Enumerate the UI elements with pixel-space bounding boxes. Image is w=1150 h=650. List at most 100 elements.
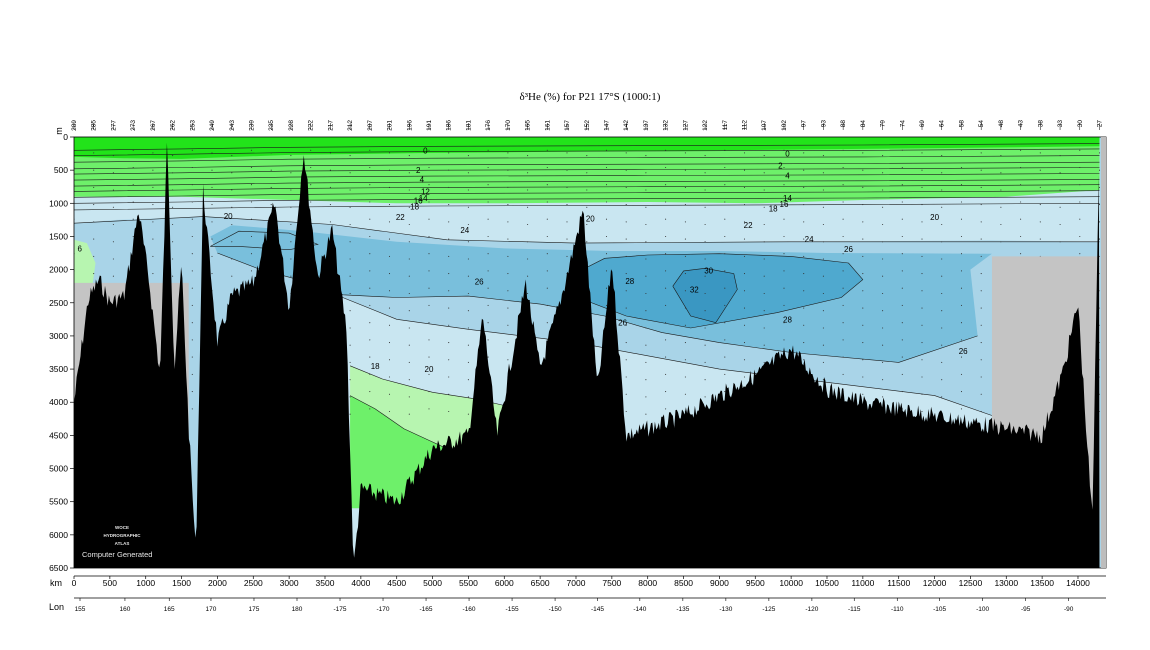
sample-dot	[665, 235, 667, 238]
sample-dot	[960, 166, 963, 169]
contour-label: 28	[625, 277, 634, 286]
contour-label: 26	[959, 347, 968, 356]
contour-label: 6	[77, 244, 82, 253]
sample-dot	[1000, 206, 1002, 208]
distance-tick-label: 2500	[244, 578, 263, 588]
sample-dot	[448, 393, 450, 395]
contour-label: 26	[324, 274, 333, 283]
sample-dot	[842, 235, 844, 238]
sample-dot	[665, 391, 667, 393]
sample-dot	[546, 218, 548, 220]
sample-dot	[290, 223, 292, 226]
depth-tick-label: 3500	[49, 364, 68, 374]
sample-dot	[822, 206, 824, 208]
sample-dot	[882, 206, 884, 208]
sample-dot	[290, 275, 292, 277]
surface-contour-line	[74, 184, 1100, 192]
sample-dot	[487, 184, 489, 186]
sample-dot	[625, 169, 627, 171]
sample-dot	[743, 255, 746, 257]
sample-dot	[980, 169, 982, 171]
depth-tick-label: 500	[54, 165, 68, 175]
contour-label: 26	[475, 278, 484, 287]
sample-dot	[349, 275, 351, 277]
longitude-tick-label: -145	[591, 606, 604, 613]
sample-dot	[941, 155, 943, 157]
contour-label: 14	[419, 194, 428, 203]
station-label: 253	[189, 120, 196, 131]
sample-dot	[408, 344, 410, 346]
sample-dot	[112, 155, 114, 157]
sample-dot	[941, 292, 943, 295]
sample-dot	[408, 241, 410, 243]
sample-dot	[566, 255, 568, 257]
sample-dot	[250, 253, 253, 255]
sample-dot	[783, 287, 785, 289]
sample-dot	[704, 327, 706, 329]
sample-dot	[763, 223, 765, 226]
sample-dot	[369, 270, 371, 272]
sample-dot	[428, 356, 430, 358]
sample-dot	[921, 307, 923, 309]
station-label: 235	[268, 120, 275, 131]
contour-line-18	[349, 395, 462, 456]
sample-dot	[743, 238, 746, 240]
sample-dot	[941, 241, 943, 243]
sample-dot	[388, 273, 391, 275]
sample-dot	[250, 270, 253, 272]
sample-dot	[231, 189, 233, 191]
sample-dot	[901, 253, 903, 255]
longitude-tick-label: 160	[120, 606, 131, 613]
station-label: 165	[525, 120, 532, 131]
station-label: 43	[1018, 120, 1025, 128]
sample-dot	[763, 155, 765, 157]
sample-dot	[645, 292, 647, 295]
sample-dot	[270, 169, 272, 171]
sample-dot	[882, 396, 884, 398]
longitude-tick-label: -105	[933, 606, 946, 613]
sample-dot	[388, 324, 391, 326]
right-edge-gray	[1101, 137, 1106, 568]
sample-dot	[901, 218, 903, 220]
sample-dot	[1000, 189, 1002, 191]
sample-dot	[980, 359, 982, 361]
sample-dot	[369, 304, 371, 306]
sample-dot	[231, 206, 233, 208]
sample-dot	[290, 241, 292, 243]
sample-dot	[1000, 155, 1002, 157]
sample-dot	[310, 201, 312, 203]
sample-dot	[388, 307, 391, 309]
surface-contour-line	[74, 179, 1100, 187]
sample-dot	[191, 166, 193, 169]
sample-dot	[743, 273, 746, 275]
sample-dot	[191, 408, 193, 410]
sample-dot	[862, 169, 864, 171]
sample-dot	[724, 322, 726, 324]
sample-dot	[724, 253, 726, 255]
sample-dot	[605, 304, 608, 306]
sample-dot	[586, 223, 588, 226]
sample-dot	[448, 410, 450, 413]
surface-contour-line	[74, 155, 1100, 163]
station-label: 79	[880, 120, 887, 128]
station-label: 243	[229, 120, 236, 131]
sample-dot	[743, 359, 746, 361]
longitude-tick-label: 155	[75, 606, 86, 613]
sample-dot	[960, 339, 963, 341]
sample-dot	[448, 186, 450, 188]
sample-dot	[980, 410, 982, 413]
longitude-tick-label: 175	[249, 606, 260, 613]
sample-dot	[428, 184, 430, 186]
depth-tick-label: 2500	[49, 298, 68, 308]
sample-dot	[783, 322, 785, 324]
sample-dot	[329, 152, 331, 154]
sample-dot	[842, 218, 844, 220]
sample-dot	[1020, 184, 1022, 186]
sample-dot	[980, 376, 982, 378]
sample-dot	[645, 258, 647, 260]
sample-dot	[882, 258, 884, 260]
distance-tick-label: 8000	[638, 578, 657, 588]
sample-dot	[980, 393, 982, 395]
sample-dot	[901, 322, 903, 324]
contour-label: 20	[586, 215, 595, 224]
